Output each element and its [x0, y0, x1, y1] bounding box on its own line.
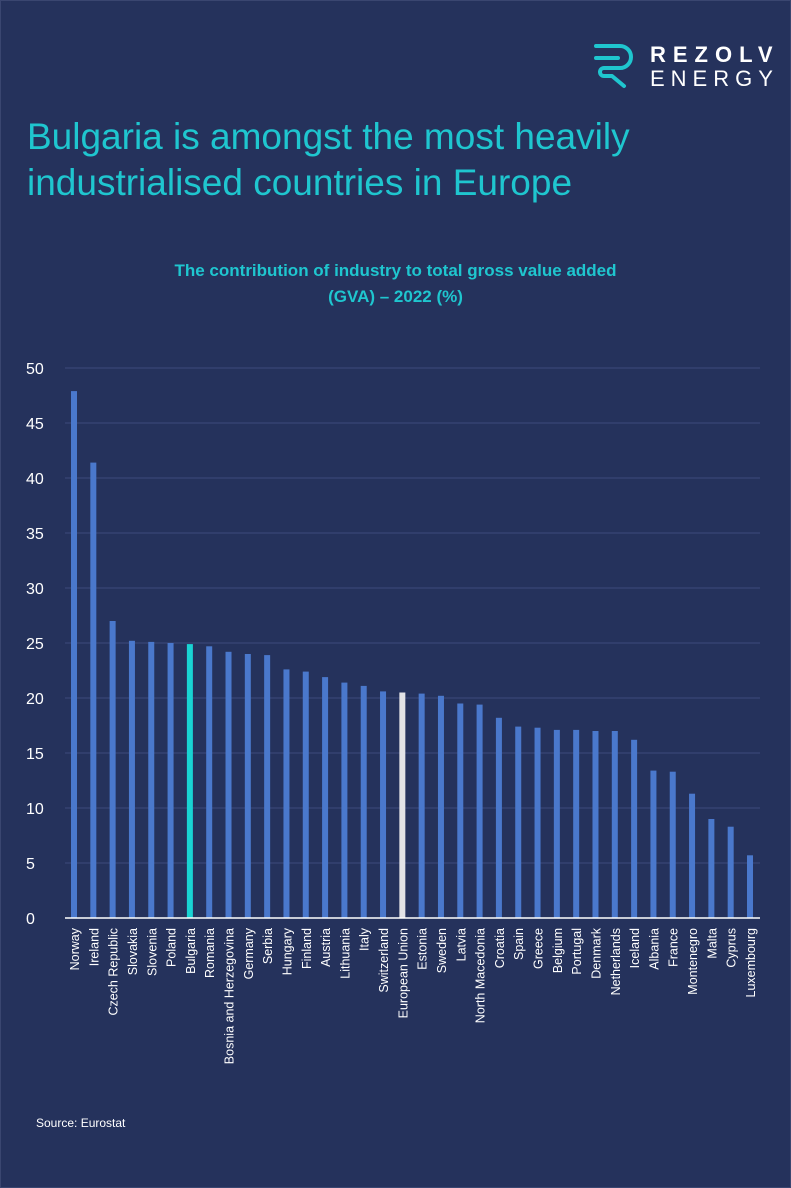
x-tick-label: Portugal	[570, 928, 584, 975]
bar-malta	[708, 819, 715, 918]
bar-albania	[650, 770, 657, 918]
x-tick-label: France	[667, 928, 681, 967]
bar-italy	[360, 685, 367, 918]
bar-france	[669, 771, 676, 918]
bar-slovakia	[128, 640, 135, 918]
bar-germany	[244, 654, 251, 918]
x-tick-label: Czech Republic	[107, 928, 121, 1016]
y-tick-label: 40	[26, 471, 44, 488]
bar-austria	[322, 677, 329, 918]
bar-spain	[515, 726, 522, 918]
bar-cyprus	[727, 826, 734, 918]
x-tick-label: Slovenia	[145, 928, 159, 976]
bar-denmark	[592, 731, 599, 918]
bar-hungary	[283, 669, 290, 918]
y-tick-label: 10	[26, 801, 44, 818]
bar-netherlands	[611, 731, 618, 918]
bar-belgium	[553, 729, 560, 918]
x-tick-label: Malta	[705, 928, 719, 959]
x-tick-label: Albania	[647, 928, 661, 970]
x-tick-label: Denmark	[589, 927, 603, 978]
page-title: Bulgaria is amongst the most heavily ind…	[27, 116, 630, 203]
bar-european-union	[399, 692, 406, 918]
bar-bulgaria	[186, 644, 193, 918]
x-tick-label: Germany	[242, 927, 256, 979]
y-tick-label: 45	[26, 416, 44, 433]
y-tick-label: 5	[26, 856, 35, 873]
y-tick-label: 25	[26, 636, 44, 653]
x-tick-label: Greece	[532, 928, 546, 969]
x-tick-label: Belgium	[551, 928, 565, 973]
bar-montenegro	[689, 793, 696, 918]
bar-norway	[71, 391, 77, 919]
x-tick-label: Bulgaria	[184, 928, 198, 974]
bar-luxembourg	[747, 855, 753, 918]
logo-text-top: REZOLV	[650, 42, 780, 67]
x-tick-label: Italy	[358, 927, 372, 951]
bar-lithuania	[341, 682, 348, 918]
x-tick-label: Poland	[165, 928, 179, 967]
bar-croatia	[495, 717, 502, 918]
x-tick-label: Cyprus	[725, 928, 739, 968]
y-tick-label: 30	[26, 581, 44, 598]
x-tick-label: Lithuania	[338, 928, 352, 979]
bar-greece	[534, 727, 541, 918]
bar-romania	[206, 646, 213, 918]
source-note: Source: Eurostat	[36, 1116, 126, 1130]
bar-sweden	[437, 695, 444, 918]
x-tick-label: Luxembourg	[744, 928, 758, 998]
x-tick-label: European Union	[396, 928, 410, 1018]
y-tick-label: 0	[26, 911, 35, 928]
bar-czech-republic	[109, 621, 116, 918]
x-tick-label: Spain	[512, 928, 526, 960]
x-tick-label: Netherlands	[609, 928, 623, 995]
x-tick-label: Hungary	[280, 927, 294, 975]
bar-slovenia	[148, 641, 155, 918]
bar-bosnia-and-herzegovina	[225, 651, 232, 918]
bar-serbia	[264, 655, 271, 918]
bar-portugal	[573, 729, 580, 918]
chart-subtitle-line1: The contribution of industry to total gr…	[174, 261, 617, 280]
x-tick-label: Norway	[68, 927, 82, 970]
logo-r-icon	[594, 44, 633, 88]
x-tick-label: Montenegro	[686, 928, 700, 995]
x-tick-label: North Macedonia	[474, 928, 488, 1023]
logo-text-bottom: ENERGY	[650, 66, 779, 91]
x-tick-label: Latvia	[454, 928, 468, 961]
bar-latvia	[457, 703, 464, 918]
x-tick-label: Switzerland	[377, 928, 391, 993]
x-tick-label: Estonia	[416, 928, 430, 970]
x-tick-label: Austria	[319, 928, 333, 967]
bar-iceland	[631, 739, 638, 918]
x-tick-label: Ireland	[87, 928, 101, 966]
x-tick-label: Croatia	[493, 928, 507, 968]
y-tick-label: 15	[26, 746, 44, 763]
chart-subtitle-line2: (GVA) – 2022 (%)	[328, 287, 463, 306]
bar-poland	[167, 643, 174, 918]
x-tick-label: Sweden	[435, 928, 449, 973]
bar-north-macedonia	[476, 704, 483, 918]
y-tick-label: 20	[26, 691, 44, 708]
y-tick-label: 35	[26, 526, 44, 543]
bar-switzerland	[380, 691, 387, 918]
bar-estonia	[418, 693, 425, 918]
chart-subtitle: The contribution of industry to total gr…	[0, 258, 791, 310]
brand-logo: REZOLV ENERGY	[590, 40, 780, 92]
x-tick-label: Iceland	[628, 928, 642, 968]
x-tick-label: Serbia	[261, 928, 275, 964]
bar-ireland	[90, 462, 97, 918]
bar-finland	[302, 671, 309, 918]
x-tick-label: Slovakia	[126, 928, 140, 975]
x-tick-label: Romania	[203, 928, 217, 978]
x-tick-label: Bosnia and Herzegovina	[223, 928, 237, 1064]
y-tick-label: 50	[26, 361, 44, 378]
x-tick-label: Finland	[300, 928, 314, 969]
